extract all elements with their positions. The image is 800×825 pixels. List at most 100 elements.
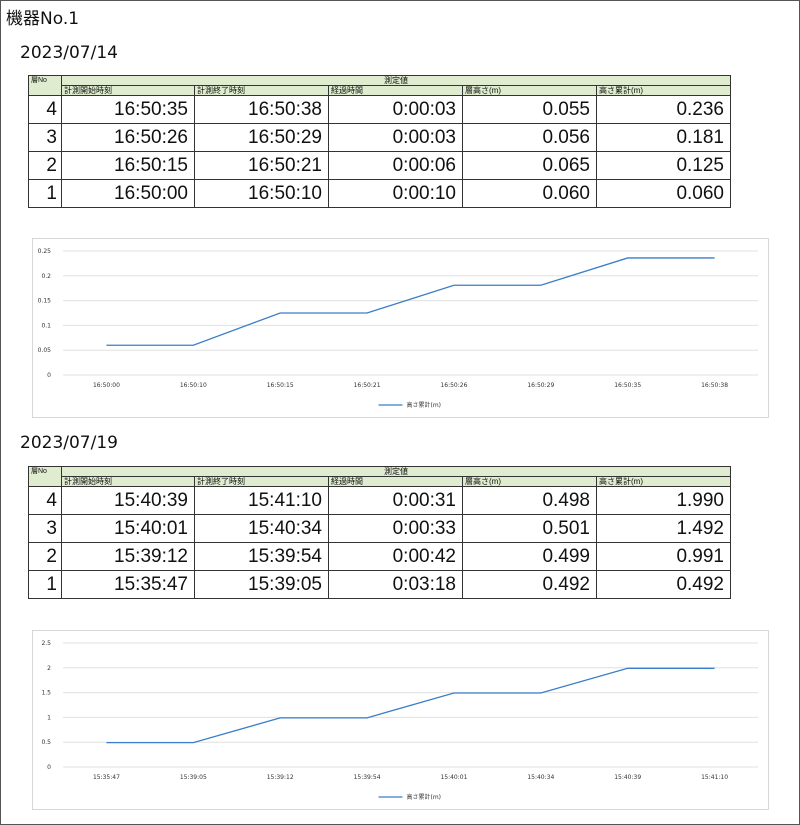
chart-1: 0 0.05 0.1 0.15 0.2 0.25 16:50:00 16:50:10 16:50… — [38, 248, 758, 409]
y-tick-label: 1 — [47, 714, 51, 721]
chart-2-container: 0 0.5 1 1.5 2 2.5 15:35:47 15:39:05 15:39:12 15:3… — [32, 630, 769, 810]
cell-end: 15:41:10 — [194, 486, 329, 515]
device-title: 機器No.1 — [6, 9, 80, 29]
cell-elapsed: 0:00:33 — [328, 514, 463, 543]
cell-end: 15:39:05 — [194, 570, 329, 599]
cell-start: 16:50:15 — [61, 151, 195, 180]
cell-end: 16:50:21 — [194, 151, 329, 180]
section-date-1: 2023/07/14 — [20, 43, 118, 63]
y-tick-label: 0 — [47, 372, 51, 379]
header-group: 測定値 — [61, 466, 731, 477]
cell-layer-height: 0.492 — [462, 570, 597, 599]
cell-layer-height: 0.056 — [462, 123, 597, 152]
y-tick-label: 0.05 — [38, 347, 52, 354]
cell-cumulative: 0.991 — [596, 542, 731, 571]
cell-start: 16:50:35 — [61, 95, 195, 124]
cell-no: 2 — [28, 151, 62, 180]
cell-elapsed: 0:00:03 — [328, 95, 463, 124]
legend-label: 高さ累計(m) — [407, 793, 442, 801]
table-row: 4 15:40:39 15:41:10 0:00:31 0.498 1.990 — [28, 486, 731, 515]
table-row: 2 15:39:12 15:39:54 0:00:42 0.499 0.991 — [28, 542, 731, 571]
cell-end: 15:40:34 — [194, 514, 329, 543]
y-tick-label: 0.25 — [38, 248, 52, 255]
measurement-table-1: 層No 測定値 計測開始時刻 計測終了時刻 経過時間 層高さ(m) 高さ累計(m… — [28, 75, 731, 208]
y-tick-label: 2 — [47, 665, 51, 672]
cell-cumulative: 0.236 — [596, 95, 731, 124]
legend-label: 高さ累計(m) — [407, 401, 442, 409]
header-elapsed: 経過時間 — [328, 476, 463, 487]
table-row: 1 16:50:00 16:50:10 0:00:10 0.060 0.060 — [28, 179, 731, 208]
cell-cumulative: 1.990 — [596, 486, 731, 515]
y-tick-label: 0.2 — [41, 273, 51, 280]
cell-no: 4 — [28, 486, 62, 515]
x-tick-label: 15:35:47 — [93, 774, 120, 781]
header-layer-height: 層高さ(m) — [462, 476, 597, 487]
cell-start: 15:35:47 — [61, 570, 195, 599]
table-row: 1 15:35:47 15:39:05 0:03:18 0.492 0.492 — [28, 570, 731, 599]
x-tick-label: 16:50:29 — [527, 382, 554, 389]
cell-cumulative: 0.492 — [596, 570, 731, 599]
measurement-table-2: 層No 測定値 計測開始時刻 計測終了時刻 経過時間 層高さ(m) 高さ累計(m… — [28, 466, 731, 599]
cell-no: 4 — [28, 95, 62, 124]
cell-cumulative: 1.492 — [596, 514, 731, 543]
header-layer-no: 層No — [28, 75, 62, 96]
y-tick-label: 2.5 — [41, 640, 51, 647]
cell-elapsed: 0:00:31 — [328, 486, 463, 515]
cell-start: 15:40:39 — [61, 486, 195, 515]
header-group: 測定値 — [61, 75, 731, 86]
x-tick-label: 16:50:00 — [93, 382, 120, 389]
x-tick-label: 16:50:10 — [180, 382, 207, 389]
y-tick-label: 0.5 — [41, 739, 51, 746]
cell-no: 3 — [28, 514, 62, 543]
cell-cumulative: 0.060 — [596, 179, 731, 208]
y-tick-label: 0 — [47, 764, 51, 771]
cell-elapsed: 0:03:18 — [328, 570, 463, 599]
y-tick-label: 0.15 — [38, 298, 52, 305]
cell-layer-height: 0.055 — [462, 95, 597, 124]
cell-end: 16:50:29 — [194, 123, 329, 152]
cell-layer-height: 0.065 — [462, 151, 597, 180]
table-row: 2 16:50:15 16:50:21 0:00:06 0.065 0.125 — [28, 151, 731, 180]
cell-layer-height: 0.498 — [462, 486, 597, 515]
header-start: 計測開始時刻 — [61, 476, 195, 487]
section-date-2: 2023/07/19 — [20, 433, 118, 453]
x-tick-label: 16:50:35 — [614, 382, 641, 389]
header-start: 計測開始時刻 — [61, 85, 195, 96]
header-layer-height: 層高さ(m) — [462, 85, 597, 96]
cell-no: 3 — [28, 123, 62, 152]
cell-no: 1 — [28, 570, 62, 599]
cell-start: 15:39:12 — [61, 542, 195, 571]
cell-start: 16:50:00 — [61, 179, 195, 208]
header-cumulative: 高さ累計(m) — [596, 85, 731, 96]
x-tick-label: 16:50:15 — [267, 382, 294, 389]
x-tick-label: 15:40:34 — [527, 774, 554, 781]
x-tick-label: 15:39:12 — [267, 774, 294, 781]
cell-start: 15:40:01 — [61, 514, 195, 543]
cell-end: 15:39:54 — [194, 542, 329, 571]
x-tick-label: 16:50:21 — [354, 382, 381, 389]
table-row: 3 16:50:26 16:50:29 0:00:03 0.056 0.181 — [28, 123, 731, 152]
x-tick-label: 16:50:38 — [701, 382, 728, 389]
series-line — [106, 257, 715, 346]
x-tick-label: 15:40:39 — [614, 774, 641, 781]
cell-elapsed: 0:00:42 — [328, 542, 463, 571]
cell-layer-height: 0.501 — [462, 514, 597, 543]
x-tick-label: 15:39:54 — [354, 774, 381, 781]
cell-layer-height: 0.060 — [462, 179, 597, 208]
cell-end: 16:50:38 — [194, 95, 329, 124]
chart-1-container: 0 0.05 0.1 0.15 0.2 0.25 16:50:00 16:50:10 16:50… — [32, 238, 769, 418]
header-layer-no: 層No — [28, 466, 62, 487]
header-cumulative: 高さ累計(m) — [596, 476, 731, 487]
cell-elapsed: 0:00:06 — [328, 151, 463, 180]
table-row: 4 16:50:35 16:50:38 0:00:03 0.055 0.236 — [28, 95, 731, 124]
cell-start: 16:50:26 — [61, 123, 195, 152]
cell-elapsed: 0:00:10 — [328, 179, 463, 208]
header-end: 計測終了時刻 — [194, 476, 329, 487]
cell-elapsed: 0:00:03 — [328, 123, 463, 152]
chart-2: 0 0.5 1 1.5 2 2.5 15:35:47 15:39:05 15:39:12 15:3… — [41, 640, 758, 801]
cell-cumulative: 0.181 — [596, 123, 731, 152]
x-tick-label: 16:50:26 — [440, 382, 467, 389]
table-row: 3 15:40:01 15:40:34 0:00:33 0.501 1.492 — [28, 514, 731, 543]
x-tick-label: 15:41:10 — [701, 774, 728, 781]
cell-no: 1 — [28, 179, 62, 208]
